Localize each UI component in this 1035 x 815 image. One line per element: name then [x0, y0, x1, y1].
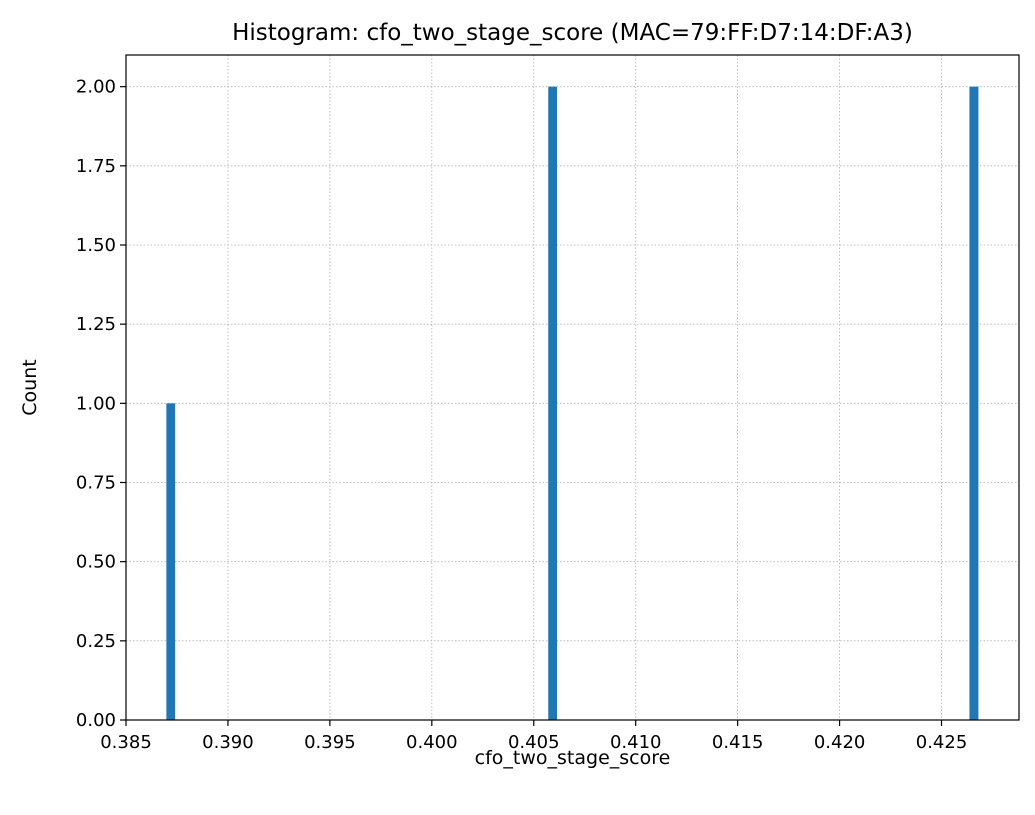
y-axis-ticks: 0.00 0.25 0.50 0.75 1.00 1.25 1.50 1.75 2.00	[76, 77, 126, 731]
bars-group	[166, 86, 979, 720]
x-tick-label: 0.400	[406, 732, 458, 753]
y-tick-label: 0.50	[76, 552, 116, 573]
x-tick-label: 0.420	[814, 732, 866, 753]
y-tick-label: 0.00	[76, 710, 116, 731]
x-tick-label: 0.395	[304, 732, 356, 753]
y-tick-label: 1.50	[76, 235, 116, 256]
chart-title: Histogram: cfo_two_stage_score (MAC=79:F…	[232, 20, 913, 46]
y-tick-label: 1.75	[76, 156, 116, 177]
x-axis-ticks: 0.385 0.390 0.395 0.400 0.405 0.410 0.415 0.420…	[100, 720, 967, 753]
histogram-bar	[548, 86, 558, 720]
y-tick-label: 2.00	[76, 77, 116, 98]
x-tick-label: 0.415	[712, 732, 764, 753]
y-tick-label: 1.00	[76, 393, 116, 414]
y-axis-label: Count	[19, 359, 41, 415]
plot-frame	[125, 54, 1020, 721]
histogram-bar	[166, 403, 176, 720]
x-tick-label: 0.425	[916, 732, 968, 753]
x-axis-label: cfo_two_stage_score	[475, 747, 671, 769]
x-tick-label: 0.385	[100, 732, 152, 753]
x-tick-label: 0.410	[610, 732, 662, 753]
y-tick-label: 1.25	[76, 314, 116, 335]
histogram-bar	[969, 86, 979, 720]
x-tick-label: 0.405	[508, 732, 560, 753]
y-tick-label: 0.75	[76, 473, 116, 494]
x-tick-label: 0.390	[202, 732, 254, 753]
grid-lines	[125, 55, 1019, 721]
y-tick-label: 0.25	[76, 631, 116, 652]
